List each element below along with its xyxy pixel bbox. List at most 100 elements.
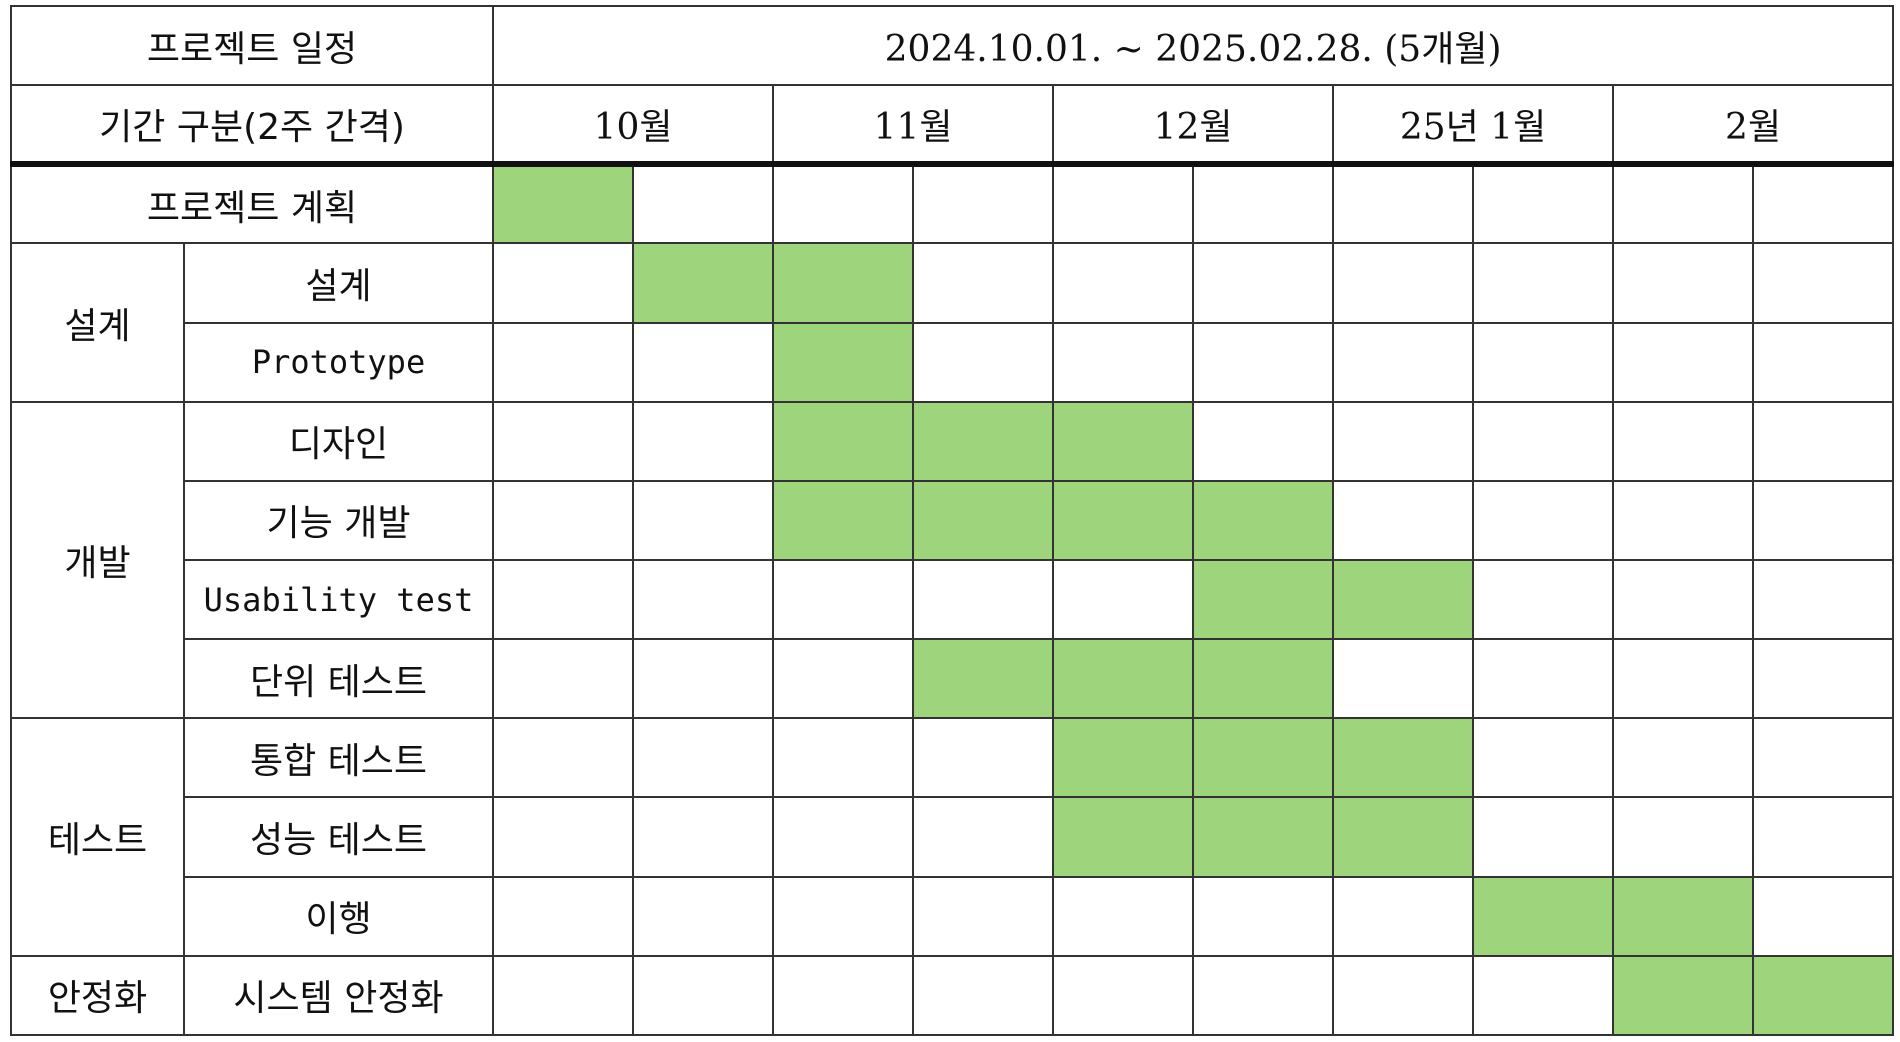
- timeline-cell-filled: [772, 321, 915, 403]
- task-label: 프로젝트 계획: [9, 163, 495, 245]
- timeline-cell: [1192, 242, 1335, 324]
- timeline-cell: [772, 558, 915, 641]
- task-label: 디자인: [182, 400, 495, 482]
- timeline-cell: [492, 717, 635, 799]
- group-label: 설계: [10, 242, 185, 403]
- timeline-cell: [632, 717, 775, 799]
- timeline-cell: [772, 796, 915, 878]
- timeline-cell: [1192, 163, 1335, 245]
- timeline-cell-filled: [1052, 796, 1195, 878]
- month-header: 11월: [772, 84, 1055, 168]
- timeline-cell-filled: [772, 479, 915, 561]
- timeline-cell: [1612, 717, 1755, 799]
- timeline-cell: [632, 558, 775, 641]
- timeline-cell: [1472, 954, 1615, 1037]
- timeline-cell: [1752, 796, 1895, 878]
- timeline-cell-filled: [1192, 717, 1335, 799]
- month-header: 12월: [1052, 84, 1335, 168]
- timeline-cell: [1052, 875, 1195, 957]
- timeline-cell: [492, 479, 635, 561]
- project-schedule-label: 프로젝트 일정: [9, 4, 495, 87]
- group-label: 개발: [10, 400, 185, 720]
- timeline-cell-filled: [1052, 638, 1195, 720]
- timeline-cell-filled: [1052, 400, 1195, 482]
- timeline-cell-filled: [1192, 479, 1335, 561]
- timeline-cell: [1052, 558, 1195, 641]
- timeline-cell: [772, 875, 915, 957]
- timeline-cell-filled: [1612, 875, 1755, 957]
- timeline-cell-filled: [1192, 796, 1335, 878]
- timeline-cell: [492, 954, 635, 1037]
- task-label: 통합 테스트: [182, 717, 495, 799]
- timeline-cell: [772, 717, 915, 799]
- timeline-cell: [1052, 321, 1195, 403]
- timeline-cell: [632, 321, 775, 403]
- timeline-cell: [1472, 796, 1615, 878]
- timeline-cell-filled: [1332, 796, 1475, 878]
- timeline-cell: [1752, 875, 1895, 957]
- task-row: 안정화 시스템 안정화: [10, 954, 1895, 1037]
- timeline-cell: [492, 558, 635, 641]
- timeline-cell: [1332, 954, 1475, 1037]
- timeline-cell-filled: [772, 400, 915, 482]
- timeline-cell: [1472, 717, 1615, 799]
- timeline-cell: [912, 321, 1055, 403]
- timeline-cell: [1052, 242, 1195, 324]
- timeline-cell: [1192, 875, 1335, 957]
- project-schedule-table: 프로젝트 일정 2024.10.01. ~ 2025.02.28. (5개월) …: [9, 4, 1895, 1037]
- timeline-cell: [912, 954, 1055, 1037]
- timeline-cell-filled: [1472, 875, 1615, 957]
- timeline-cell: [912, 875, 1055, 957]
- task-label: 시스템 안정화: [182, 954, 495, 1037]
- timeline-cell: [1752, 479, 1895, 561]
- timeline-cell: [632, 163, 775, 245]
- timeline-cell: [1612, 163, 1755, 245]
- timeline-cell: [1472, 163, 1615, 245]
- timeline-cell: [1332, 400, 1475, 482]
- task-row: 성능 테스트: [11, 796, 1895, 878]
- timeline-cell: [1612, 242, 1755, 324]
- month-header: 10월: [492, 84, 775, 168]
- month-header: 25년 1월: [1332, 84, 1615, 168]
- timeline-cell-filled: [772, 242, 915, 324]
- timeline-cell-filled: [492, 163, 635, 245]
- timeline-cell: [912, 242, 1055, 324]
- timeline-cell-filled: [1192, 558, 1335, 641]
- timeline-cell-filled: [632, 242, 775, 324]
- timeline-cell: [492, 875, 635, 957]
- timeline-cell: [1332, 321, 1475, 403]
- timeline-cell: [772, 954, 915, 1037]
- timeline-cell: [1332, 242, 1475, 324]
- task-row: 설계 설계: [10, 242, 1895, 403]
- timeline-cell: [1612, 796, 1755, 878]
- task-label: 단위 테스트: [182, 638, 495, 720]
- task-row: 개발 디자인: [10, 400, 1895, 720]
- task-row: 기능 개발: [11, 479, 1895, 561]
- header-row: 프로젝트 일정 2024.10.01. ~ 2025.02.28. (5개월): [9, 4, 1895, 87]
- timeline-cell: [912, 163, 1055, 245]
- timeline-cell-filled: [1332, 717, 1475, 799]
- task-label: 설계: [182, 242, 495, 324]
- timeline-cell: [912, 796, 1055, 878]
- task-label: 기능 개발: [182, 479, 495, 561]
- timeline-cell-filled: [1752, 954, 1895, 1037]
- task-label: 이행: [182, 875, 495, 957]
- task-row: 단위 테스트: [11, 638, 1895, 720]
- timeline-cell: [1612, 479, 1755, 561]
- timeline-cell: [1752, 163, 1895, 245]
- timeline-cell: [1472, 638, 1615, 720]
- timeline-cell: [1192, 400, 1335, 482]
- timeline-cell: [492, 796, 635, 878]
- timeline-cell-filled: [912, 638, 1055, 720]
- timeline-cell: [632, 875, 775, 957]
- timeline-cell: [1612, 638, 1755, 720]
- task-row: Prototype: [11, 321, 1895, 403]
- timeline-cell-filled: [1192, 638, 1335, 720]
- timeline-cell-filled: [1612, 954, 1755, 1037]
- timeline-cell: [1192, 954, 1335, 1037]
- timeline-cell: [632, 638, 775, 720]
- timeline-cell: [912, 558, 1055, 641]
- timeline-cell: [632, 479, 775, 561]
- task-label: Prototype: [182, 321, 495, 403]
- timeline-cell: [632, 954, 775, 1037]
